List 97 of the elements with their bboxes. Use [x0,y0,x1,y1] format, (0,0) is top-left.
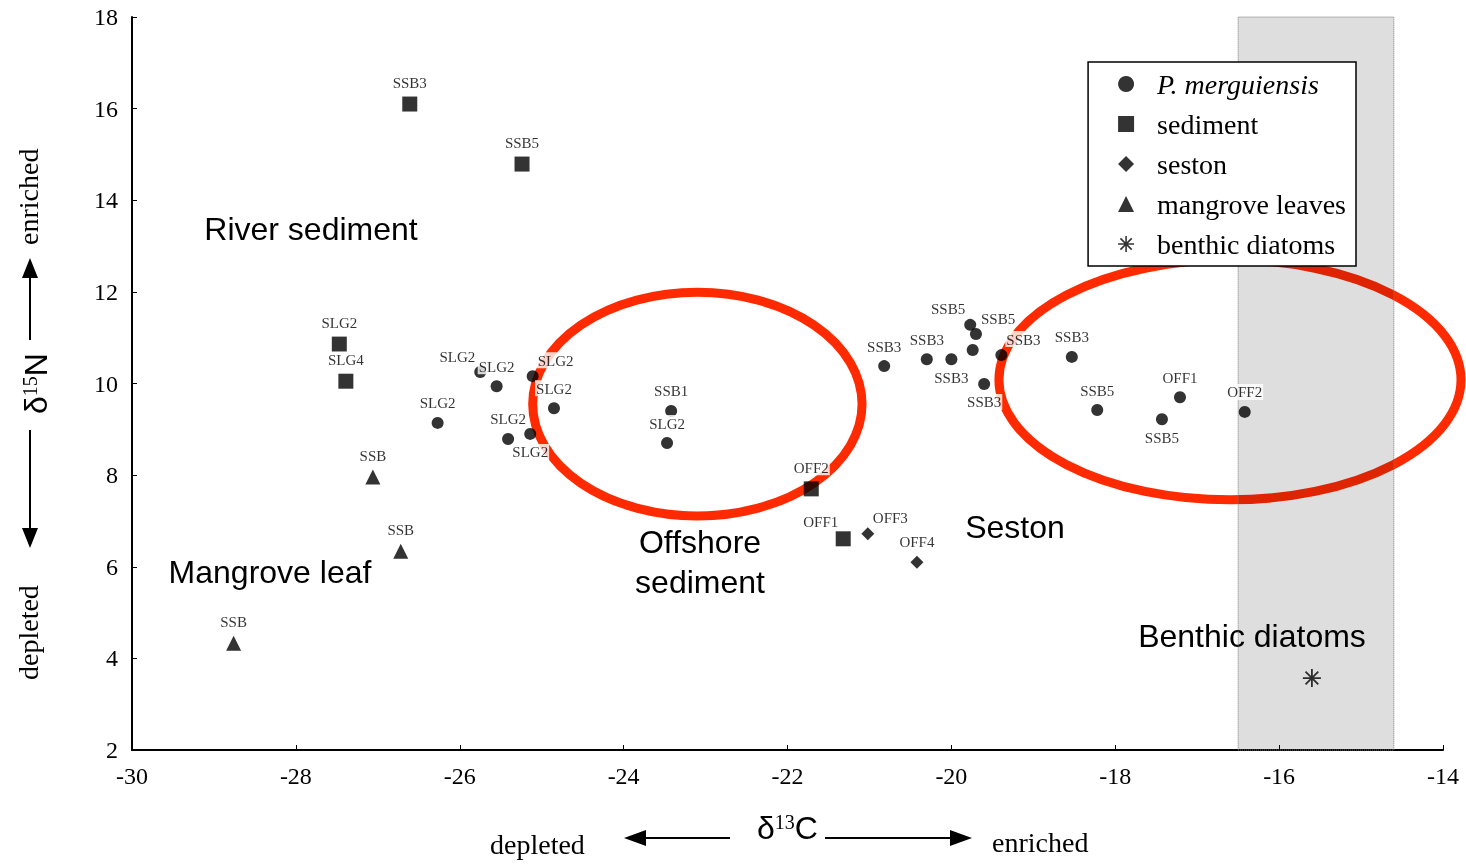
legend-label: sediment [1157,108,1259,140]
point [878,360,891,373]
point [547,402,560,415]
point [526,370,539,383]
data-label: SLG2 [537,352,574,369]
annotation: Seston [965,509,1065,545]
point [978,377,991,390]
annotation: Offshore sediment [635,524,766,600]
point [365,469,381,485]
point [338,373,354,389]
data-label: SLG2 [321,315,358,332]
y-tick-label: 8 [106,462,118,489]
data-label: OFF2 [1227,384,1263,401]
point [524,427,537,440]
data-label: SSB [220,614,247,631]
x-tick-label: -26 [443,763,476,789]
data-label: SSB [359,447,387,464]
point [331,336,347,352]
text: depleted [12,585,44,680]
y-tick-label: 4 [106,645,118,672]
point [835,531,851,547]
point [393,543,409,559]
data-label: SSB3 [934,369,969,386]
point [490,380,503,393]
x-tick-label: -24 [607,763,640,789]
point [910,555,924,569]
x-tick-label: -30 [116,763,148,789]
point [514,156,530,172]
point [1155,413,1168,426]
point [1065,350,1078,363]
y-tick-label: 6 [106,553,118,580]
data-label: SSB3 [867,338,902,355]
data-label: SSB3 [1054,329,1089,346]
data-label: SSB5 [504,135,540,152]
y-tick-label: 18 [94,4,118,30]
data-label: SLG2 [512,444,549,461]
point [969,328,982,341]
legend-label: benthic diatoms [1157,228,1336,260]
y-tick-label: 16 [94,95,118,122]
data-label: SSB5 [931,301,966,318]
point [431,416,444,429]
point [861,527,875,541]
data-label: SLG2 [478,358,515,375]
data-label: OFF3 [872,509,908,526]
y-axis-title: δ15N [18,353,54,414]
data-label: OFF2 [793,459,829,476]
data-label: SLG4 [327,352,365,369]
point [502,432,515,445]
point [920,353,933,366]
data-label: SSB5 [980,310,1016,327]
annotation: River sediment [204,211,418,247]
point [661,437,674,450]
data-label: SSB1 [654,383,689,400]
x-tick-label: -28 [279,763,312,789]
data-label: OFF1 [803,513,839,530]
data-label: SSB3 [392,75,427,92]
data-label: SLG2 [649,415,685,432]
x-tick-label: -22 [771,763,804,789]
text: depleted [490,828,585,860]
annotation: Benthic diatoms [1138,618,1366,654]
point [964,318,977,331]
data-label: SSB3 [909,331,944,348]
annotation: Mangrove leaf [168,554,372,590]
x-tick-label: -14 [1427,763,1459,789]
x-tick-label: -18 [1099,763,1132,789]
point [1091,404,1104,417]
data-label: SSB3 [1006,331,1041,348]
data-label: SLG2 [490,411,527,428]
data-label: SSB5 [1080,382,1115,399]
point [1173,391,1186,404]
data-label: SLG2 [419,395,456,412]
x-tick-label: -16 [1263,763,1296,789]
point [226,635,242,651]
y-tick-label: 14 [94,187,118,214]
data-label: OFF4 [899,534,935,551]
point [1302,669,1321,688]
x-tick-label: -20 [935,763,968,789]
data-label: SLG2 [536,380,572,397]
data-label: SLG2 [439,348,476,365]
text: enriched [12,148,44,245]
legend-label: P. merguiensis [1156,68,1319,100]
y-tick-label: 12 [94,278,118,305]
point [803,481,819,497]
legend-label: mangrove leaves [1157,188,1346,220]
text: enriched [992,826,1089,858]
y-tick-label: 2 [106,737,118,763]
data-label: SSB3 [967,394,1002,411]
point [1238,405,1251,418]
point [945,353,958,366]
data-label: OFF1 [1162,369,1198,386]
y-tick-label: 10 [94,370,118,397]
data-label: SSB [387,522,415,539]
point [995,349,1008,362]
data-label: SSB5 [1144,429,1180,446]
point [402,96,418,112]
point [966,344,979,357]
legend-label: seston [1157,148,1228,180]
